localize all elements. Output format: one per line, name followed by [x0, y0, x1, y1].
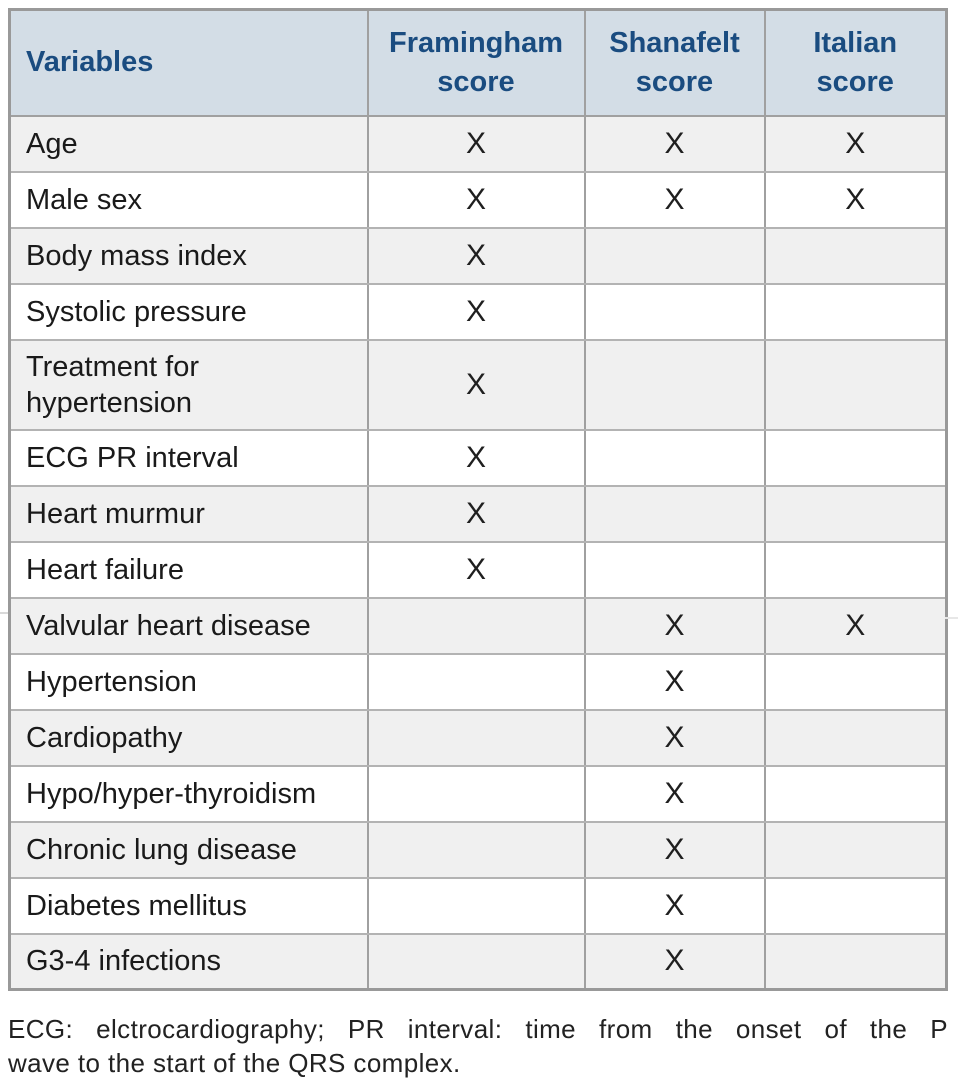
shanafelt-mark-cell: X	[583, 652, 766, 711]
variable-label: Age	[8, 114, 369, 173]
framingham-mark-cell: X	[366, 540, 586, 599]
table-row: ECG PR interval X	[8, 428, 948, 487]
framingham-mark-cell	[366, 764, 586, 823]
italian-mark-cell	[763, 820, 948, 879]
variable-label: Body mass index	[8, 226, 369, 285]
italian-mark-cell	[763, 484, 948, 543]
variable-label: Heart murmur	[8, 484, 369, 543]
table-footnote: ECG: elctrocardiography; PR interval: ti…	[8, 1012, 948, 1080]
framingham-mark-cell	[366, 876, 586, 935]
table-row: Age X X X	[8, 114, 948, 173]
italian-mark-cell	[763, 540, 948, 599]
table-row: Chronic lung disease X	[8, 820, 948, 879]
table-row: Cardiopathy X	[8, 708, 948, 767]
table-row: Hypo/hyper-thyroidism X	[8, 764, 948, 823]
shanafelt-mark-cell	[583, 540, 766, 599]
table-row: Male sex X X X	[8, 170, 948, 229]
variable-label: Heart failure	[8, 540, 369, 599]
variable-label: Hypo/hyper-thyroidism	[8, 764, 369, 823]
italian-mark-cell	[763, 338, 948, 431]
framingham-mark-cell: X	[366, 114, 586, 173]
column-header-italian-score: Italian score	[763, 8, 948, 117]
table-row: Heart failure X	[8, 540, 948, 599]
variable-label: Systolic pressure	[8, 282, 369, 341]
table-row: Treatment for hypertension X	[8, 338, 948, 431]
variable-label: Chronic lung disease	[8, 820, 369, 879]
italian-mark-cell	[763, 876, 948, 935]
framingham-mark-cell: X	[366, 484, 586, 543]
right-edge-mark	[945, 617, 958, 619]
header-row: Variables Framingham score Shanafelt sco…	[8, 8, 948, 117]
table-header: Variables Framingham score Shanafelt sco…	[8, 8, 948, 117]
column-header-framingham-score: Framingham score	[366, 8, 586, 117]
variable-label: Treatment for hypertension	[8, 338, 369, 431]
framingham-mark-cell: X	[366, 226, 586, 285]
variable-label: Cardiopathy	[8, 708, 369, 767]
variable-label: Male sex	[8, 170, 369, 229]
framingham-mark-cell	[366, 932, 586, 991]
shanafelt-mark-cell: X	[583, 114, 766, 173]
table-row: Valvular heart disease X X	[8, 596, 948, 655]
column-header-shanafelt-score: Shanafelt score	[583, 8, 766, 117]
footnote-line-2: wave to the start of the QRS complex.	[8, 1048, 461, 1078]
shanafelt-mark-cell	[583, 338, 766, 431]
table-row: Systolic pressure X	[8, 282, 948, 341]
shanafelt-mark-cell	[583, 226, 766, 285]
italian-mark-cell	[763, 708, 948, 767]
framingham-mark-cell	[366, 596, 586, 655]
italian-mark-cell	[763, 226, 948, 285]
framingham-mark-cell	[366, 652, 586, 711]
shanafelt-mark-cell: X	[583, 170, 766, 229]
italian-mark-cell	[763, 428, 948, 487]
framingham-mark-cell: X	[366, 170, 586, 229]
footnote-line-1: ECG: elctrocardiography; PR interval: ti…	[8, 1014, 948, 1044]
italian-mark-cell	[763, 652, 948, 711]
shanafelt-mark-cell: X	[583, 764, 766, 823]
table-row: Diabetes mellitus X	[8, 876, 948, 935]
shanafelt-mark-cell: X	[583, 932, 766, 991]
variable-label: Hypertension	[8, 652, 369, 711]
column-header-variables: Variables	[8, 8, 369, 117]
shanafelt-mark-cell	[583, 428, 766, 487]
italian-mark-cell	[763, 282, 948, 341]
italian-mark-cell: X	[763, 596, 948, 655]
shanafelt-mark-cell: X	[583, 596, 766, 655]
framingham-mark-cell: X	[366, 282, 586, 341]
italian-mark-cell	[763, 764, 948, 823]
table-row: Body mass index X	[8, 226, 948, 285]
table-row: Hypertension X	[8, 652, 948, 711]
shanafelt-mark-cell	[583, 484, 766, 543]
italian-mark-cell: X	[763, 170, 948, 229]
shanafelt-mark-cell: X	[583, 708, 766, 767]
variable-label: G3-4 infections	[8, 932, 369, 991]
variable-label: Diabetes mellitus	[8, 876, 369, 935]
variable-label: ECG PR interval	[8, 428, 369, 487]
left-edge-mark	[0, 612, 8, 614]
italian-mark-cell: X	[763, 114, 948, 173]
framingham-mark-cell: X	[366, 338, 586, 431]
italian-mark-cell	[763, 932, 948, 991]
framingham-mark-cell	[366, 708, 586, 767]
shanafelt-mark-cell: X	[583, 820, 766, 879]
variables-score-table: Variables Framingham score Shanafelt sco…	[8, 8, 948, 991]
shanafelt-mark-cell	[583, 282, 766, 341]
framingham-mark-cell	[366, 820, 586, 879]
shanafelt-mark-cell: X	[583, 876, 766, 935]
framingham-mark-cell: X	[366, 428, 586, 487]
table-row: Heart murmur X	[8, 484, 948, 543]
variable-label: Valvular heart disease	[8, 596, 369, 655]
table-body: Age X X X Male sex X X X Body mass index X Systoli…	[8, 114, 948, 991]
table-row: G3-4 infections X	[8, 932, 948, 991]
